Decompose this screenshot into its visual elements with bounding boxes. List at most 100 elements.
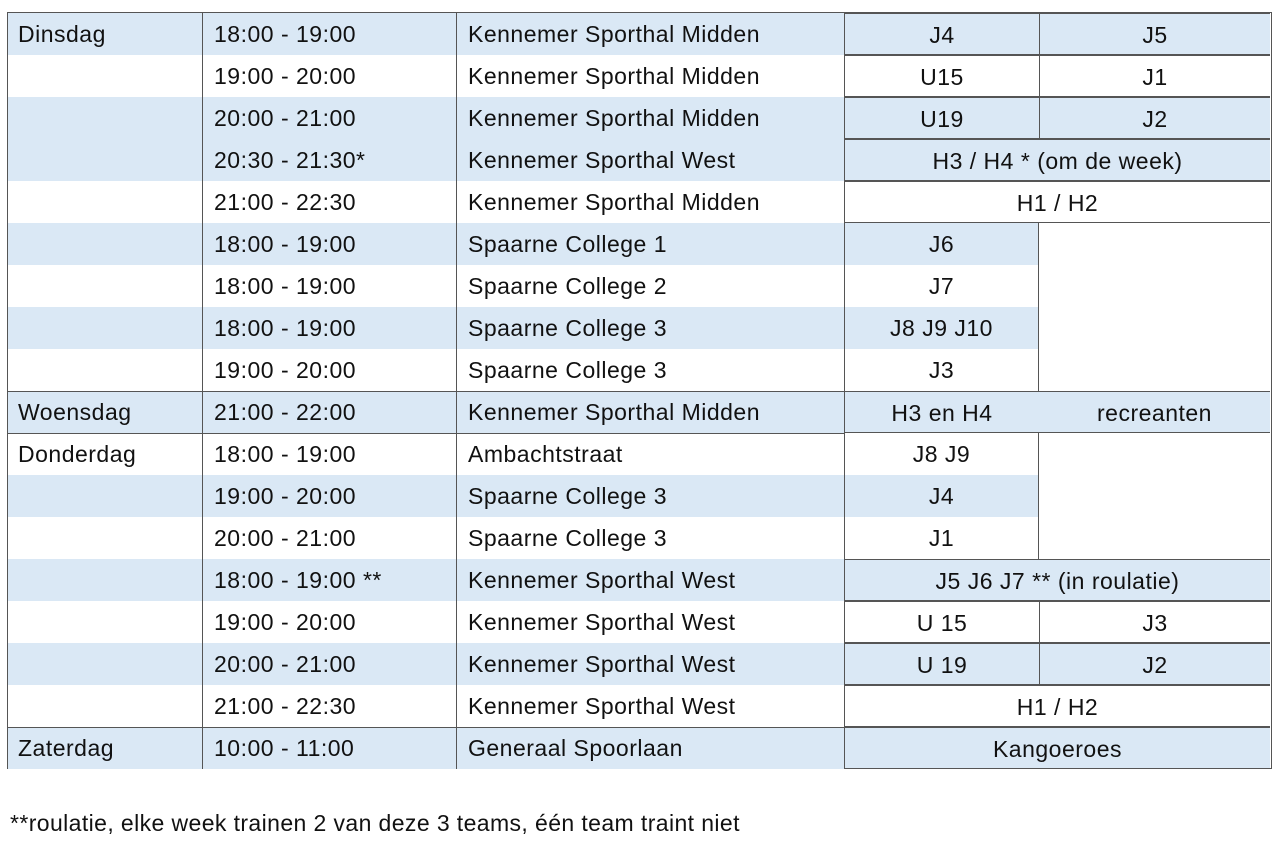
day-cell <box>8 349 202 391</box>
time-cell: 21:00 - 22:30 <box>202 181 456 223</box>
time-cell: 21:00 - 22:00 <box>202 391 456 433</box>
table-row: Dinsdag 18:00 - 19:00 Kennemer Sporthal Mi… <box>8 13 1270 55</box>
team-cell: J2 <box>1039 643 1270 685</box>
team-cell: U 19 <box>844 643 1039 685</box>
team-cell: H3 en H4 <box>844 391 1039 433</box>
team-cell: J4 <box>844 13 1039 55</box>
table-row: Woensdag 21:00 - 22:00 Kennemer Sporthal M… <box>8 391 1270 433</box>
table-row: Zaterdag 10:00 - 11:00 Generaal Spoorlaan K… <box>8 727 1270 769</box>
day-cell <box>8 307 202 349</box>
table-row: 19:00 - 20:00 Kennemer Sporthal Midden U15… <box>8 55 1270 97</box>
table-row: 20:00 - 21:00 Kennemer Sporthal West U 19 J… <box>8 643 1270 685</box>
day-cell <box>8 517 202 559</box>
time-cell: 18:00 - 19:00 <box>202 265 456 307</box>
table-row: 19:00 - 20:00 Spaarne College 3 J4 <box>8 475 1270 517</box>
location-cell: Kennemer Sporthal West <box>456 559 844 601</box>
location-cell: Spaarne College 3 <box>456 517 844 559</box>
team-cell: recreanten <box>1039 391 1270 433</box>
day-cell: Dinsdag <box>8 13 202 55</box>
time-cell: 10:00 - 11:00 <box>202 727 456 769</box>
table-row: 18:00 - 19:00 ** Kennemer Sporthal West J5… <box>8 559 1270 601</box>
time-cell: 18:00 - 19:00 ** <box>202 559 456 601</box>
team-cell: J1 <box>1039 55 1270 97</box>
time-cell: 21:00 - 22:30 <box>202 685 456 727</box>
team-cell: H1 / H2 <box>844 181 1270 223</box>
time-cell: 18:00 - 19:00 <box>202 307 456 349</box>
team-cell: J3 <box>1039 601 1270 643</box>
location-cell: Ambachtstraat <box>456 433 844 475</box>
day-divider <box>8 433 844 434</box>
day-cell <box>8 643 202 685</box>
table-row: 21:00 - 22:30 Kennemer Sporthal West H1 / … <box>8 685 1270 727</box>
team-cell: J1 <box>844 517 1039 559</box>
team-cell: Kangoeroes <box>844 727 1270 769</box>
table-row: 20:30 - 21:30* Kennemer Sporthal West H3 /… <box>8 139 1270 181</box>
location-cell: Spaarne College 2 <box>456 265 844 307</box>
footnote: **roulatie, elke week trainen 2 van deze… <box>10 810 740 836</box>
time-cell: 18:00 - 19:00 <box>202 13 456 55</box>
location-cell: Generaal Spoorlaan <box>456 727 844 769</box>
time-cell: 19:00 - 20:00 <box>202 601 456 643</box>
location-cell: Kennemer Sporthal West <box>456 643 844 685</box>
team-cell: J6 <box>844 223 1039 265</box>
location-cell: Spaarne College 1 <box>456 223 844 265</box>
time-cell: 20:00 - 21:00 <box>202 643 456 685</box>
time-cell: 20:00 - 21:00 <box>202 97 456 139</box>
day-cell <box>8 181 202 223</box>
day-cell <box>8 97 202 139</box>
day-cell <box>8 601 202 643</box>
location-cell: Spaarne College 3 <box>456 307 844 349</box>
team-cell: J5 J6 J7 ** (in roulatie) <box>844 559 1270 601</box>
team-cell: J7 <box>844 265 1039 307</box>
time-cell: 18:00 - 19:00 <box>202 433 456 475</box>
team-cell: J8 J9 J10 <box>844 307 1039 349</box>
time-cell: 18:00 - 19:00 <box>202 223 456 265</box>
team-cell: U19 <box>844 97 1039 139</box>
location-cell: Kennemer Sporthal West <box>456 601 844 643</box>
team-cell: J3 <box>844 349 1039 391</box>
day-cell <box>8 559 202 601</box>
table-row: 18:00 - 19:00 Spaarne College 3 J8 J9 J10 <box>8 307 1270 349</box>
day-cell <box>8 475 202 517</box>
team-cell: H1 / H2 <box>844 685 1270 727</box>
location-cell: Kennemer Sporthal West <box>456 139 844 181</box>
location-cell: Spaarne College 3 <box>456 349 844 391</box>
location-cell: Kennemer Sporthal Midden <box>456 97 844 139</box>
location-cell: Kennemer Sporthal Midden <box>456 391 844 433</box>
time-cell: 20:00 - 21:00 <box>202 517 456 559</box>
day-cell: Woensdag <box>8 391 202 433</box>
day-cell <box>8 55 202 97</box>
table-row: 18:00 - 19:00 Spaarne College 2 J7 <box>8 265 1270 307</box>
time-cell: 19:00 - 20:00 <box>202 349 456 391</box>
table-row: 21:00 - 22:30 Kennemer Sporthal Midden H1 … <box>8 181 1270 223</box>
team-cell: J4 <box>844 475 1039 517</box>
day-cell <box>8 139 202 181</box>
location-cell: Kennemer Sporthal Midden <box>456 13 844 55</box>
day-divider <box>8 727 844 728</box>
day-cell: Donderdag <box>18 441 137 467</box>
location-cell: Kennemer Sporthal West <box>456 685 844 727</box>
day-cell <box>8 685 202 727</box>
time-cell: 20:30 - 21:30* <box>202 139 456 181</box>
day-cell: Zaterdag <box>8 727 202 769</box>
location-cell: Kennemer Sporthal Midden <box>456 55 844 97</box>
team-cell: J8 J9 <box>844 433 1039 475</box>
table-row: 19:00 - 20:00 Spaarne College 3 J3 <box>8 349 1270 391</box>
team-cell: U15 <box>844 55 1039 97</box>
training-schedule-table: Dinsdag 18:00 - 19:00 Kennemer Sporthal Mi… <box>7 12 1272 769</box>
team-cell: H3 / H4 * (om de week) <box>844 139 1270 181</box>
location-cell: Kennemer Sporthal Midden <box>456 181 844 223</box>
day-divider <box>8 391 844 392</box>
table-row: 19:00 - 20:00 Kennemer Sporthal West U 15 J… <box>8 601 1270 643</box>
day-cell <box>8 223 202 265</box>
time-cell: 19:00 - 20:00 <box>202 475 456 517</box>
team-cell: J5 <box>1039 13 1270 55</box>
time-cell: 19:00 - 20:00 <box>202 55 456 97</box>
table-row: 18:00 - 19:00 Spaarne College 1 J6 <box>8 223 1270 265</box>
table-row: Donderdag 18:00 - 19:00 Ambachtstraat J8 J9 <box>8 433 1270 475</box>
table-row: 20:00 - 21:00 Spaarne College 3 J1 <box>8 517 1270 559</box>
team-cell: J2 <box>1039 97 1270 139</box>
team-cell: U 15 <box>844 601 1039 643</box>
location-cell: Spaarne College 3 <box>456 475 844 517</box>
table-row: 20:00 - 21:00 Kennemer Sporthal Midden U19… <box>8 97 1270 139</box>
